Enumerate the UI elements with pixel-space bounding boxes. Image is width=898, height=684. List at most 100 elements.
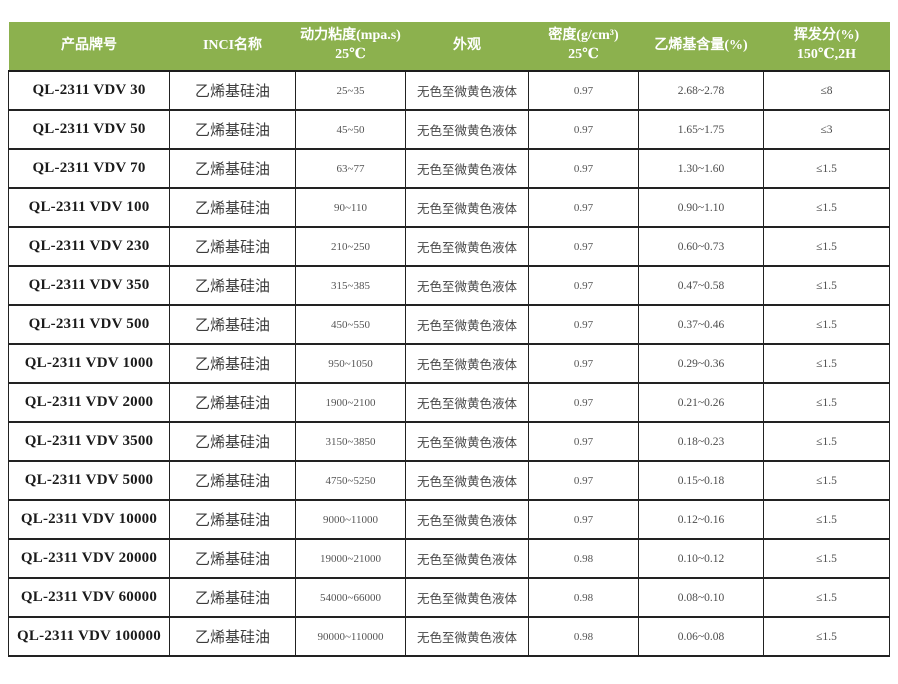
cell-product-name: QL-2311 VDV 60000 bbox=[8, 577, 170, 618]
table-row: QL-2311 VDV 100 乙烯基硅油 90~110 无色至微黄色液体 0.97 0.… bbox=[8, 187, 890, 228]
table-row: QL-2311 VDV 100000 乙烯基硅油 90000~110000 无色至微黄… bbox=[8, 616, 890, 657]
cell-product-name: QL-2311 VDV 5000 bbox=[8, 460, 170, 501]
table-row: QL-2311 VDV 30 乙烯基硅油 25~35 无色至微黄色液体 0.97 2.68… bbox=[8, 71, 890, 111]
header-inci-name: INCI名称 bbox=[169, 22, 296, 72]
cell-viscosity: 315~385 bbox=[295, 265, 406, 306]
cell-appearance: 无色至微黄色液体 bbox=[405, 460, 529, 501]
cell-appearance: 无色至微黄色液体 bbox=[405, 577, 529, 618]
cell-density: 0.97 bbox=[528, 304, 639, 345]
cell-volatiles: ≤1.5 bbox=[763, 538, 890, 579]
table-row: QL-2311 VDV 70 乙烯基硅油 63~77 无色至微黄色液体 0.97 1.30… bbox=[8, 148, 890, 189]
cell-appearance: 无色至微黄色液体 bbox=[405, 538, 529, 579]
header-product-name: 产品牌号 bbox=[8, 22, 170, 72]
cell-volatiles: ≤1.5 bbox=[763, 343, 890, 384]
cell-appearance: 无色至微黄色液体 bbox=[405, 616, 529, 657]
cell-product-name: QL-2311 VDV 30 bbox=[8, 71, 170, 111]
cell-inci-name: 乙烯基硅油 bbox=[169, 460, 296, 501]
cell-volatiles: ≤3 bbox=[763, 109, 890, 150]
cell-inci-name: 乙烯基硅油 bbox=[169, 616, 296, 657]
cell-viscosity: 90~110 bbox=[295, 187, 406, 228]
cell-volatiles: ≤1.5 bbox=[763, 421, 890, 462]
cell-appearance: 无色至微黄色液体 bbox=[405, 304, 529, 345]
cell-vinyl-content: 0.90~1.10 bbox=[638, 187, 764, 228]
cell-inci-name: 乙烯基硅油 bbox=[169, 226, 296, 267]
cell-vinyl-content: 0.15~0.18 bbox=[638, 460, 764, 501]
cell-vinyl-content: 0.29~0.36 bbox=[638, 343, 764, 384]
table-row: QL-2311 VDV 50 乙烯基硅油 45~50 无色至微黄色液体 0.97 1.65… bbox=[8, 109, 890, 150]
cell-vinyl-content: 0.60~0.73 bbox=[638, 226, 764, 267]
cell-viscosity: 210~250 bbox=[295, 226, 406, 267]
cell-density: 0.97 bbox=[528, 109, 639, 150]
cell-viscosity: 450~550 bbox=[295, 304, 406, 345]
table-header-row: 产品牌号 INCI名称 动力粘度(mpa.s) 25℃ 外观 密度(g/cm³)… bbox=[8, 22, 890, 72]
cell-viscosity: 54000~66000 bbox=[295, 577, 406, 618]
cell-vinyl-content: 2.68~2.78 bbox=[638, 71, 764, 111]
cell-product-name: QL-2311 VDV 70 bbox=[8, 148, 170, 189]
table-body: QL-2311 VDV 30 乙烯基硅油 25~35 无色至微黄色液体 0.97 2.68… bbox=[8, 71, 890, 657]
cell-viscosity: 63~77 bbox=[295, 148, 406, 189]
cell-viscosity: 19000~21000 bbox=[295, 538, 406, 579]
cell-density: 0.97 bbox=[528, 382, 639, 423]
cell-density: 0.97 bbox=[528, 71, 639, 111]
cell-inci-name: 乙烯基硅油 bbox=[169, 421, 296, 462]
cell-appearance: 无色至微黄色液体 bbox=[405, 187, 529, 228]
cell-inci-name: 乙烯基硅油 bbox=[169, 265, 296, 306]
table-row: QL-2311 VDV 20000 乙烯基硅油 19000~21000 无色至微黄色液… bbox=[8, 538, 890, 579]
cell-density: 0.97 bbox=[528, 265, 639, 306]
cell-appearance: 无色至微黄色液体 bbox=[405, 71, 529, 111]
cell-product-name: QL-2311 VDV 10000 bbox=[8, 499, 170, 540]
cell-vinyl-content: 0.10~0.12 bbox=[638, 538, 764, 579]
cell-inci-name: 乙烯基硅油 bbox=[169, 148, 296, 189]
cell-vinyl-content: 1.65~1.75 bbox=[638, 109, 764, 150]
cell-appearance: 无色至微黄色液体 bbox=[405, 226, 529, 267]
table-row: QL-2311 VDV 3500 乙烯基硅油 3150~3850 无色至微黄色液体 0.… bbox=[8, 421, 890, 462]
cell-product-name: QL-2311 VDV 20000 bbox=[8, 538, 170, 579]
cell-vinyl-content: 0.47~0.58 bbox=[638, 265, 764, 306]
cell-appearance: 无色至微黄色液体 bbox=[405, 499, 529, 540]
cell-density: 0.98 bbox=[528, 577, 639, 618]
cell-volatiles: ≤1.5 bbox=[763, 304, 890, 345]
header-volatiles: 挥发分(%) 150℃,2H bbox=[763, 22, 890, 72]
cell-density: 0.98 bbox=[528, 538, 639, 579]
cell-density: 0.97 bbox=[528, 499, 639, 540]
cell-inci-name: 乙烯基硅油 bbox=[169, 382, 296, 423]
cell-product-name: QL-2311 VDV 100000 bbox=[8, 616, 170, 657]
cell-appearance: 无色至微黄色液体 bbox=[405, 148, 529, 189]
table-row: QL-2311 VDV 60000 乙烯基硅油 54000~66000 无色至微黄色液… bbox=[8, 577, 890, 618]
cell-vinyl-content: 0.21~0.26 bbox=[638, 382, 764, 423]
cell-vinyl-content: 0.37~0.46 bbox=[638, 304, 764, 345]
cell-appearance: 无色至微黄色液体 bbox=[405, 265, 529, 306]
cell-viscosity: 4750~5250 bbox=[295, 460, 406, 501]
table-row: QL-2311 VDV 1000 乙烯基硅油 950~1050 无色至微黄色液体 0.9… bbox=[8, 343, 890, 384]
header-density: 密度(g/cm³) 25℃ bbox=[528, 22, 639, 72]
cell-product-name: QL-2311 VDV 500 bbox=[8, 304, 170, 345]
cell-inci-name: 乙烯基硅油 bbox=[169, 304, 296, 345]
cell-volatiles: ≤1.5 bbox=[763, 187, 890, 228]
header-appearance: 外观 bbox=[405, 22, 529, 72]
cell-inci-name: 乙烯基硅油 bbox=[169, 71, 296, 111]
cell-inci-name: 乙烯基硅油 bbox=[169, 343, 296, 384]
cell-vinyl-content: 0.06~0.08 bbox=[638, 616, 764, 657]
table-row: QL-2311 VDV 2000 乙烯基硅油 1900~2100 无色至微黄色液体 0.… bbox=[8, 382, 890, 423]
cell-inci-name: 乙烯基硅油 bbox=[169, 538, 296, 579]
cell-viscosity: 9000~11000 bbox=[295, 499, 406, 540]
cell-viscosity: 950~1050 bbox=[295, 343, 406, 384]
table-row: QL-2311 VDV 10000 乙烯基硅油 9000~11000 无色至微黄色液体… bbox=[8, 499, 890, 540]
header-viscosity: 动力粘度(mpa.s) 25℃ bbox=[295, 22, 406, 72]
table-row: QL-2311 VDV 350 乙烯基硅油 315~385 无色至微黄色液体 0.97 0… bbox=[8, 265, 890, 306]
cell-volatiles: ≤1.5 bbox=[763, 382, 890, 423]
cell-volatiles: ≤1.5 bbox=[763, 460, 890, 501]
cell-appearance: 无色至微黄色液体 bbox=[405, 421, 529, 462]
cell-viscosity: 45~50 bbox=[295, 109, 406, 150]
cell-volatiles: ≤1.5 bbox=[763, 577, 890, 618]
cell-volatiles: ≤1.5 bbox=[763, 226, 890, 267]
cell-appearance: 无色至微黄色液体 bbox=[405, 382, 529, 423]
table-row: QL-2311 VDV 230 乙烯基硅油 210~250 无色至微黄色液体 0.97 0… bbox=[8, 226, 890, 267]
cell-appearance: 无色至微黄色液体 bbox=[405, 109, 529, 150]
cell-density: 0.97 bbox=[528, 421, 639, 462]
cell-inci-name: 乙烯基硅油 bbox=[169, 499, 296, 540]
cell-volatiles: ≤1.5 bbox=[763, 616, 890, 657]
cell-product-name: QL-2311 VDV 350 bbox=[8, 265, 170, 306]
cell-inci-name: 乙烯基硅油 bbox=[169, 187, 296, 228]
